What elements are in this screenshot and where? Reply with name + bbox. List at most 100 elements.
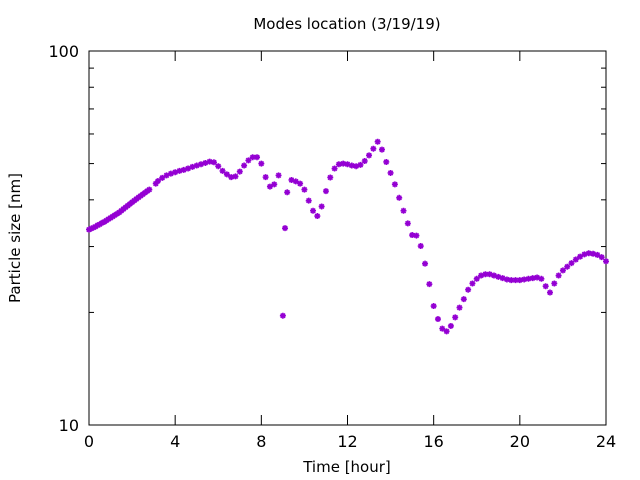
asterisk-marker [176, 167, 183, 174]
asterisk-marker [400, 207, 407, 214]
asterisk-marker [322, 188, 329, 195]
asterisk-marker [219, 167, 226, 174]
data-point [266, 183, 273, 190]
asterisk-marker [452, 314, 459, 321]
data-point [275, 172, 282, 179]
data-point [387, 169, 394, 176]
data-point [503, 276, 510, 283]
asterisk-marker [331, 165, 338, 172]
asterisk-marker [172, 169, 179, 176]
data-point [292, 178, 299, 185]
asterisk-marker [534, 274, 541, 281]
data-point [180, 166, 187, 173]
asterisk-marker [499, 275, 506, 282]
asterisk-marker [340, 160, 347, 167]
asterisk-marker [206, 158, 213, 165]
data-point [439, 325, 446, 332]
data-series [86, 138, 609, 335]
data-point [258, 160, 265, 167]
data-point [279, 312, 286, 319]
data-point [154, 178, 161, 185]
data-point [223, 171, 230, 178]
data-point [370, 145, 377, 152]
asterisk-marker [210, 159, 217, 166]
data-point [310, 207, 317, 214]
asterisk-marker [512, 277, 519, 284]
asterisk-marker [486, 271, 493, 278]
plot-border [88, 50, 607, 426]
data-point [590, 250, 597, 257]
asterisk-marker [598, 254, 605, 261]
asterisk-marker [542, 283, 549, 290]
asterisk-marker [86, 226, 92, 233]
asterisk-marker [314, 213, 321, 220]
data-point [305, 197, 312, 204]
data-point [409, 232, 416, 239]
data-point [282, 225, 289, 232]
data-point [460, 296, 467, 303]
asterisk-marker [279, 312, 286, 319]
x-axis: 0 4 8 12 16 20 24 [84, 51, 616, 451]
y-tick-label: 100 [48, 42, 79, 61]
asterisk-marker [159, 174, 166, 181]
x-axis-label: Time [hour] [302, 458, 391, 476]
asterisk-marker [516, 277, 523, 284]
data-point [551, 280, 558, 287]
asterisk-marker [426, 281, 433, 288]
asterisk-marker [318, 203, 325, 210]
data-point [348, 162, 355, 169]
asterisk-marker [249, 154, 256, 161]
data-point [331, 165, 338, 172]
data-point [254, 154, 261, 161]
data-point [542, 283, 549, 290]
asterisk-marker [366, 152, 373, 159]
data-point [353, 163, 360, 170]
data-point [172, 169, 179, 176]
asterisk-marker [361, 158, 368, 165]
asterisk-marker [546, 289, 553, 296]
asterisk-marker [292, 178, 299, 185]
data-point [465, 286, 472, 293]
asterisk-marker [90, 224, 97, 231]
data-point [404, 220, 411, 227]
asterisk-marker [310, 207, 317, 214]
data-point [559, 267, 566, 274]
data-point [152, 180, 159, 187]
asterisk-marker [301, 186, 308, 193]
data-point [301, 186, 308, 193]
asterisk-marker [198, 161, 205, 168]
data-point [495, 273, 502, 280]
data-point [318, 203, 325, 210]
asterisk-marker [572, 256, 579, 263]
data-point [167, 170, 174, 177]
asterisk-marker [228, 174, 235, 181]
asterisk-marker [422, 260, 429, 267]
data-point [159, 174, 166, 181]
data-point [90, 224, 97, 231]
data-point [521, 276, 528, 283]
data-point [322, 188, 329, 195]
asterisk-marker [152, 180, 159, 187]
asterisk-marker [335, 161, 342, 168]
asterisk-marker [163, 172, 170, 179]
data-point [245, 157, 252, 164]
asterisk-marker [568, 260, 575, 267]
asterisk-marker [503, 276, 510, 283]
data-point [577, 253, 584, 260]
asterisk-marker [447, 322, 454, 329]
data-point [210, 159, 217, 166]
data-point [344, 161, 351, 168]
asterisk-marker [241, 162, 248, 169]
data-point [568, 260, 575, 267]
data-point [396, 194, 403, 201]
asterisk-marker [495, 273, 502, 280]
asterisk-marker [577, 253, 584, 260]
data-point [452, 314, 459, 321]
data-point [241, 162, 248, 169]
asterisk-marker [465, 286, 472, 293]
x-tick-label: 20 [510, 432, 530, 451]
asterisk-marker [378, 146, 385, 153]
asterisk-marker [348, 162, 355, 169]
asterisk-marker [396, 194, 403, 201]
